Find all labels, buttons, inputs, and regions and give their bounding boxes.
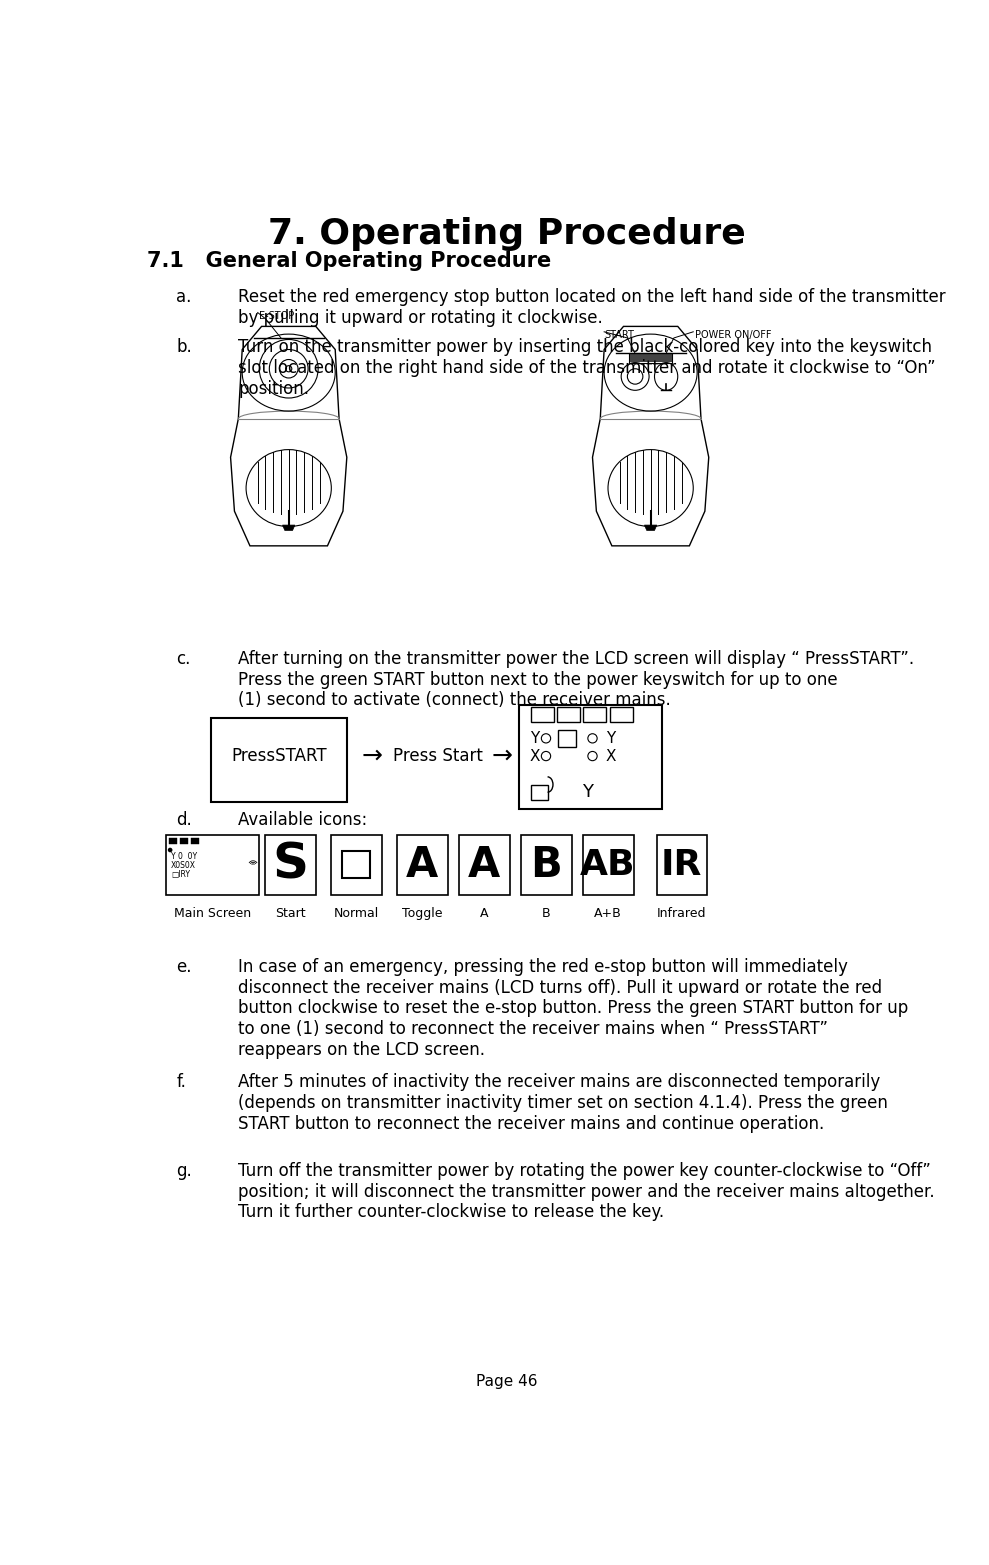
Text: A+B: A+B (594, 908, 622, 920)
Text: A: A (480, 908, 489, 920)
Text: □IRY: □IRY (171, 870, 190, 880)
Polygon shape (645, 526, 657, 531)
Circle shape (168, 848, 172, 853)
Bar (398, 834, 448, 895)
Bar (558, 729, 577, 747)
Bar (521, 834, 572, 895)
Text: A: A (468, 844, 500, 886)
Text: In case of an emergency, pressing the red e-stop button will immediately
disconn: In case of an emergency, pressing the re… (238, 958, 909, 1060)
Bar (212, 718, 347, 803)
Bar (342, 851, 370, 878)
Bar (609, 707, 633, 721)
Text: f.: f. (176, 1074, 186, 1091)
Text: B: B (542, 908, 550, 920)
Text: 7. Operating Procedure: 7. Operating Procedure (268, 218, 746, 250)
Text: START: START (604, 330, 634, 340)
Text: 7.1   General Operating Procedure: 7.1 General Operating Procedure (147, 250, 551, 271)
Text: Press Start: Press Start (393, 747, 483, 765)
Bar (657, 834, 707, 895)
Text: Y 0  0Y: Y 0 0Y (171, 851, 197, 861)
Text: d.: d. (176, 812, 192, 829)
Text: Turn off the transmitter power by rotating the power key counter-clockwise to “O: Turn off the transmitter power by rotati… (238, 1161, 935, 1221)
Text: X: X (530, 748, 540, 764)
Text: IR: IR (661, 848, 702, 881)
Bar (584, 707, 606, 721)
Text: B: B (530, 844, 562, 886)
Bar (331, 834, 382, 895)
Bar (519, 706, 663, 809)
Text: b.: b. (176, 338, 192, 355)
Bar (459, 834, 509, 895)
Text: a.: a. (176, 288, 192, 305)
Bar (530, 784, 548, 800)
Text: Y: Y (605, 731, 615, 747)
Text: Y: Y (530, 731, 539, 747)
Text: →: → (361, 743, 382, 768)
Text: Infrared: Infrared (657, 908, 706, 920)
Text: Normal: Normal (333, 908, 379, 920)
Text: S: S (272, 840, 309, 889)
Bar (584, 834, 634, 895)
Text: AB: AB (581, 848, 636, 881)
Text: X0S0X: X0S0X (171, 861, 196, 870)
Text: Y: Y (582, 782, 592, 801)
Text: A: A (405, 844, 438, 886)
Bar (265, 834, 315, 895)
Bar (166, 834, 259, 895)
Bar (630, 354, 672, 362)
Text: Main Screen: Main Screen (174, 908, 251, 920)
Text: Start: Start (275, 908, 306, 920)
Text: PressSTART: PressSTART (231, 747, 326, 765)
Text: After turning on the transmitter power the LCD screen will display “ PressSTART”: After turning on the transmitter power t… (238, 649, 915, 709)
Text: Toggle: Toggle (402, 908, 442, 920)
Text: Page 46: Page 46 (476, 1374, 537, 1388)
Text: g.: g. (176, 1161, 192, 1180)
Text: →: → (492, 743, 512, 768)
Text: e.: e. (176, 958, 192, 977)
Bar (530, 707, 554, 721)
Text: X: X (605, 748, 616, 764)
Text: After 5 minutes of inactivity the receiver mains are disconnected temporarily
(d: After 5 minutes of inactivity the receiv… (238, 1074, 888, 1133)
Bar (191, 837, 199, 844)
Bar (169, 837, 177, 844)
Text: E-STOP: E-STOP (259, 311, 295, 321)
Text: Available icons:: Available icons: (238, 812, 368, 829)
Polygon shape (283, 526, 295, 531)
Text: Reset the red emergency stop button located on the left hand side of the transmi: Reset the red emergency stop button loca… (238, 288, 945, 327)
Bar (557, 707, 581, 721)
Bar (180, 837, 188, 844)
Text: POWER ON/OFF: POWER ON/OFF (695, 330, 771, 340)
Text: c.: c. (176, 649, 191, 668)
Bar (629, 354, 673, 363)
Text: Turn on the transmitter power by inserting the black-colored key into the keyswi: Turn on the transmitter power by inserti… (238, 338, 936, 398)
